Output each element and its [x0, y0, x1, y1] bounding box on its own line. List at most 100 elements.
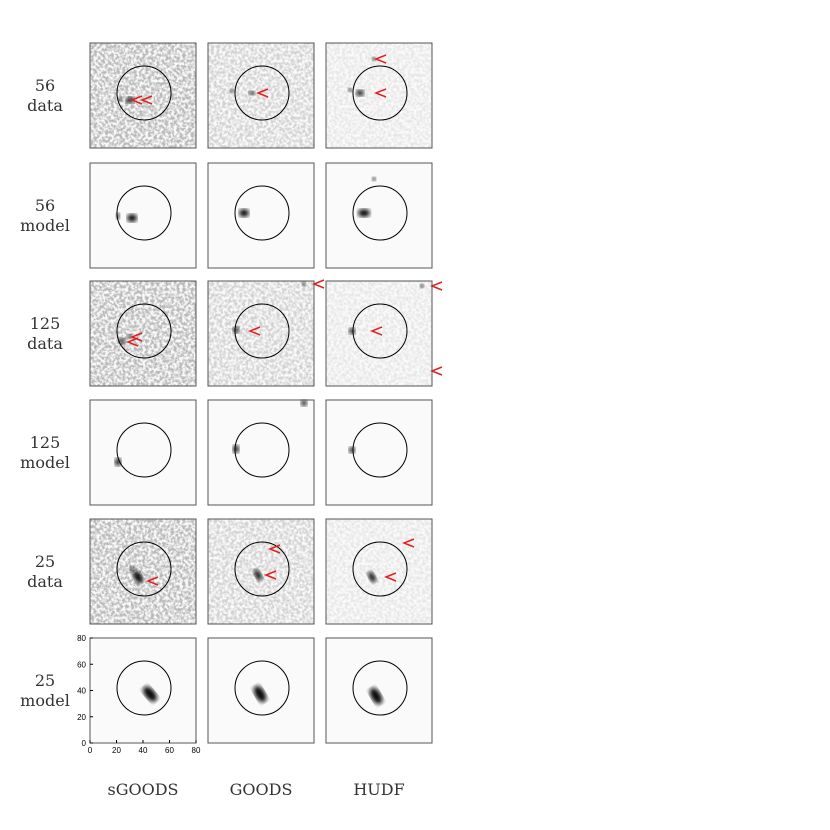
panel-frame	[325, 280, 433, 387]
arrow	[267, 544, 281, 554]
panel	[207, 518, 315, 625]
arrow	[373, 88, 387, 98]
source	[233, 327, 239, 333]
panel	[89, 280, 197, 387]
panel-frame	[89, 42, 197, 149]
panel-bg	[208, 163, 314, 268]
aperture	[116, 65, 172, 121]
row-label: data	[27, 572, 63, 591]
source	[233, 445, 239, 453]
source	[420, 284, 424, 288]
source	[301, 400, 307, 406]
column-label: GOODS	[230, 780, 293, 799]
panel-bg	[90, 638, 196, 743]
source	[249, 91, 255, 95]
panel	[89, 162, 197, 269]
panel-frame	[89, 162, 197, 269]
source	[349, 328, 355, 334]
panel-bg	[90, 163, 196, 268]
x-tick-label: 80	[192, 746, 201, 755]
aperture	[352, 660, 408, 716]
source	[115, 458, 121, 466]
source	[127, 214, 137, 222]
arrow	[311, 279, 325, 289]
y-tick-label: 40	[77, 687, 86, 696]
panel-bg	[208, 400, 314, 505]
panel-frame	[89, 399, 197, 506]
source	[372, 177, 376, 181]
arrow	[255, 88, 269, 98]
column-label: HUDF	[353, 780, 404, 799]
arrow	[139, 95, 153, 105]
row-label: 25	[35, 552, 55, 571]
x-tick-label: 0	[88, 746, 93, 755]
panel-frame	[325, 518, 433, 625]
panel	[325, 280, 443, 387]
x-tick-label: 60	[165, 746, 174, 755]
arrow	[401, 538, 415, 548]
noise	[326, 43, 432, 148]
aperture	[352, 303, 408, 359]
source	[368, 571, 376, 583]
panel-frame	[207, 399, 315, 506]
panel	[325, 42, 433, 149]
panel	[89, 42, 197, 149]
column-label: sGOODS	[107, 780, 178, 799]
source	[133, 570, 143, 584]
aperture	[116, 422, 172, 478]
arrow	[145, 576, 159, 586]
panel	[207, 162, 315, 269]
row-label: model	[20, 216, 70, 235]
x-tick-label: 20	[112, 746, 121, 755]
arrow	[125, 337, 139, 347]
arrow	[429, 366, 443, 376]
panel	[207, 279, 325, 387]
aperture	[234, 65, 290, 121]
aperture	[352, 541, 408, 597]
source	[239, 209, 249, 217]
source	[369, 687, 383, 705]
arrow	[247, 326, 261, 336]
row-label: 25	[35, 671, 55, 690]
row-label: model	[20, 453, 70, 472]
noise	[326, 519, 432, 624]
aperture	[234, 185, 290, 241]
noise	[208, 519, 314, 624]
panel-frame	[325, 399, 433, 506]
panel	[325, 637, 433, 744]
y-tick-label: 60	[77, 660, 86, 669]
source	[130, 566, 134, 572]
aperture	[116, 660, 172, 716]
panel-frame	[207, 280, 315, 387]
source	[143, 686, 157, 702]
aperture	[234, 303, 290, 359]
panel	[89, 637, 197, 744]
aperture	[352, 65, 408, 121]
panel	[325, 162, 433, 269]
arrow	[383, 572, 397, 582]
panel	[325, 518, 433, 625]
source	[358, 209, 370, 217]
panel-frame	[207, 42, 315, 149]
arrow	[369, 326, 383, 336]
panel	[325, 399, 433, 506]
x-tick-label: 40	[139, 746, 148, 755]
source	[254, 569, 262, 581]
arrow	[129, 95, 143, 105]
arrow	[429, 281, 443, 291]
aperture	[234, 541, 290, 597]
row-label: data	[27, 334, 63, 353]
row-label: 125	[30, 433, 61, 452]
row-label: model	[20, 691, 70, 710]
row-label: 56	[35, 196, 55, 215]
noise	[90, 519, 196, 624]
noise	[208, 43, 314, 148]
noise	[90, 43, 196, 148]
aperture	[352, 185, 408, 241]
noise	[208, 281, 314, 386]
row-label: data	[27, 96, 63, 115]
panel-bg	[90, 400, 196, 505]
panel-frame	[325, 42, 433, 149]
panel-frame	[89, 280, 197, 387]
